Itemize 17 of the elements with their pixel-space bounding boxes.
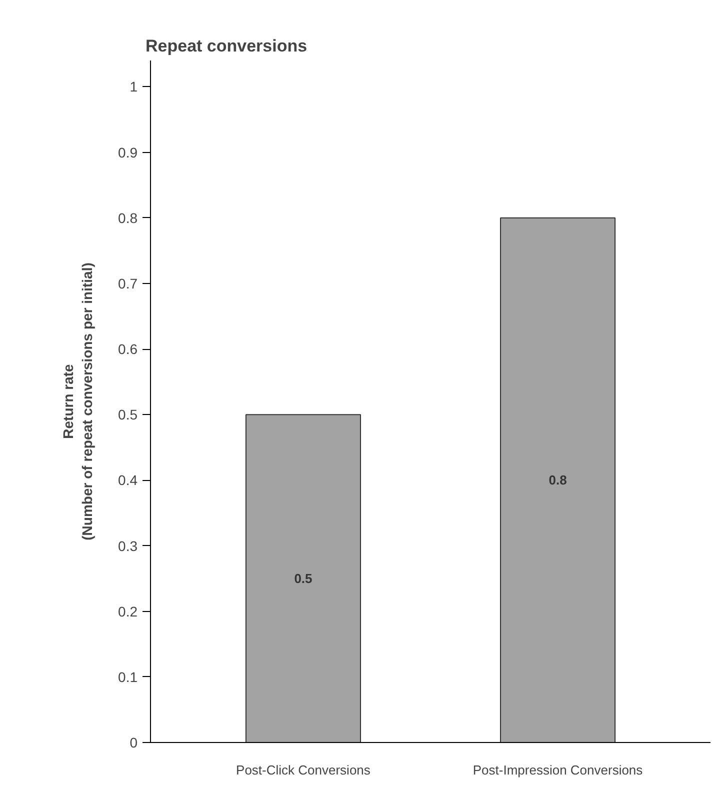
chart-title: Repeat conversions bbox=[146, 36, 308, 56]
y-tick-label: 0.3 bbox=[118, 538, 138, 554]
y-tick-label: 1 bbox=[130, 78, 138, 95]
data-label: 0.8 bbox=[548, 472, 567, 488]
y-tick-label: 0.6 bbox=[118, 341, 138, 358]
y-tick-label: 0.1 bbox=[118, 668, 138, 685]
data-label: 0.5 bbox=[294, 571, 312, 586]
y-tick-label: 0.4 bbox=[118, 472, 138, 488]
y-tick-label: 0.9 bbox=[118, 144, 138, 160]
y-tick-label: 0 bbox=[130, 734, 138, 750]
x-tick-label: Post-Impression Conversions bbox=[472, 762, 644, 778]
x-tick-label: Post-Click Conversions bbox=[236, 762, 371, 778]
y-tick-label: 0.2 bbox=[118, 603, 138, 620]
y-tick-label: 0.8 bbox=[118, 210, 138, 226]
y-tick-label: 0.5 bbox=[118, 406, 138, 423]
y-tick-label: 0.7 bbox=[118, 275, 138, 292]
y-axis-title: Return rate (Number of repeat conversions per initial) bbox=[60, 262, 96, 540]
